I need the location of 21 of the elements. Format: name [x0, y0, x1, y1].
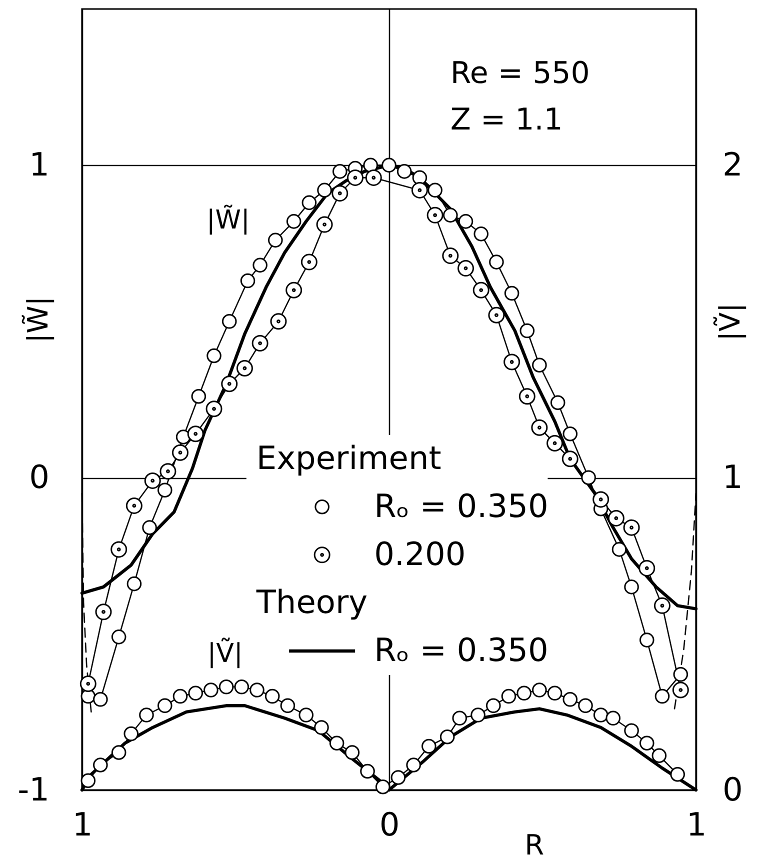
annotation: Z = 1.1 [450, 102, 563, 138]
x-tick-label: 1 [686, 806, 707, 844]
y-axis-title: |W̃| [21, 296, 54, 343]
y-tick-label: 1 [29, 146, 50, 184]
y2-axis-title: |Ṽ| [712, 302, 746, 341]
annotation: Experiment [256, 438, 442, 477]
x-tick-label: 0 [379, 806, 400, 844]
annotation: Re = 550 [450, 56, 590, 91]
legend-label: Rₒ = 0.350 [374, 630, 548, 669]
legend-label: Rₒ = 0.350 [374, 486, 548, 525]
annotation: |W̃| [206, 204, 250, 236]
y2-tick-label: 1 [722, 458, 743, 496]
annotation: Theory [255, 582, 368, 621]
y-tick-label: 0 [29, 458, 50, 496]
annotation: |Ṽ| [207, 637, 243, 670]
x-axis-title: R [524, 828, 544, 862]
y2-tick-label: 0 [722, 770, 743, 808]
x-tick-label: 1 [72, 806, 93, 844]
y2-tick-label: 2 [722, 146, 743, 184]
y-tick-label: -1 [18, 770, 50, 808]
legend-label: 0.200 [374, 534, 466, 573]
